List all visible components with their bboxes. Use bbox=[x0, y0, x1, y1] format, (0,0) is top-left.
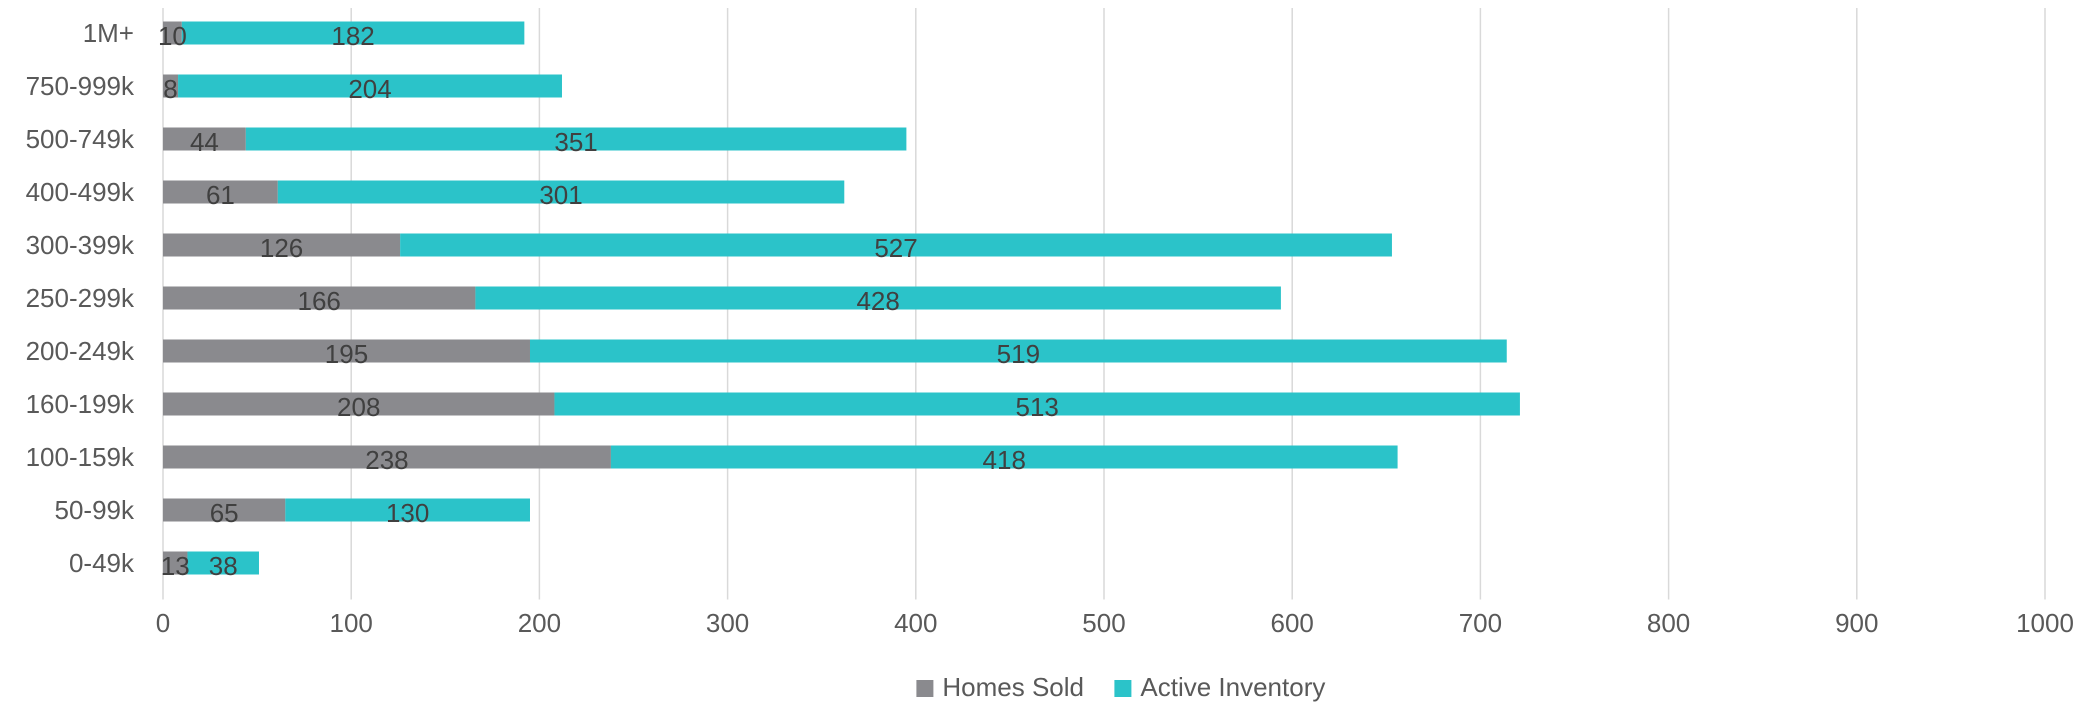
bar-segment-active-inventory bbox=[529, 339, 1507, 363]
data-label: 428 bbox=[856, 286, 899, 316]
x-tick-label: 0 bbox=[156, 608, 170, 638]
x-tick-label: 200 bbox=[518, 608, 561, 638]
data-label: 195 bbox=[325, 339, 368, 369]
data-label: 8 bbox=[163, 74, 177, 104]
bar-segment-active-inventory bbox=[610, 445, 1398, 469]
category-label: 50-99k bbox=[55, 495, 135, 525]
x-tick-label: 900 bbox=[1835, 608, 1878, 638]
bars bbox=[163, 21, 1520, 575]
data-label: 519 bbox=[997, 339, 1040, 369]
bar-segment-homes-sold bbox=[163, 339, 530, 363]
bar-segment-homes-sold bbox=[163, 445, 611, 469]
category-label: 1M+ bbox=[83, 18, 134, 48]
legend-label: Homes Sold bbox=[942, 672, 1084, 702]
x-tick-label: 400 bbox=[894, 608, 937, 638]
data-label: 238 bbox=[365, 445, 408, 475]
x-tick-label: 300 bbox=[706, 608, 749, 638]
bar-segment-homes-sold bbox=[163, 551, 188, 575]
bar-segment-homes-sold bbox=[163, 180, 278, 204]
bar-segment-active-inventory bbox=[400, 233, 1392, 257]
x-tick-label: 1000 bbox=[2016, 608, 2074, 638]
bar-segment-active-inventory bbox=[181, 21, 525, 45]
legend: Homes Sold Active Inventory bbox=[916, 672, 1325, 702]
bar-segment-homes-sold bbox=[163, 498, 286, 522]
category-label: 0-49k bbox=[69, 548, 135, 578]
x-tick-label: 700 bbox=[1459, 608, 1502, 638]
x-tick-label: 800 bbox=[1647, 608, 1690, 638]
x-tick-label: 100 bbox=[330, 608, 373, 638]
data-label: 13 bbox=[161, 551, 190, 581]
category-label: 100-159k bbox=[26, 442, 135, 472]
data-label: 61 bbox=[206, 180, 235, 210]
data-label: 204 bbox=[348, 74, 391, 104]
bar-segment-active-inventory bbox=[554, 392, 1520, 416]
category-label: 250-299k bbox=[26, 283, 135, 313]
legend-label: Active Inventory bbox=[1140, 672, 1325, 702]
bar-segment-homes-sold bbox=[163, 74, 179, 98]
legend-swatch bbox=[916, 680, 934, 697]
category-label: 400-499k bbox=[26, 177, 135, 207]
data-label: 10 bbox=[158, 21, 187, 51]
bar-segment-active-inventory bbox=[187, 551, 259, 575]
data-label: 418 bbox=[983, 445, 1026, 475]
bar-segment-active-inventory bbox=[475, 286, 1281, 310]
bar-segment-homes-sold bbox=[163, 392, 555, 416]
data-label: 351 bbox=[554, 127, 597, 157]
data-label: 182 bbox=[331, 21, 374, 51]
data-label: 208 bbox=[337, 392, 380, 422]
data-label: 527 bbox=[874, 233, 917, 263]
bar-segment-homes-sold bbox=[163, 286, 476, 310]
category-label: 160-199k bbox=[26, 389, 135, 419]
category-label: 300-399k bbox=[26, 230, 135, 260]
bar-segment-homes-sold bbox=[163, 21, 182, 45]
bar-segment-active-inventory bbox=[277, 180, 845, 204]
data-label: 38 bbox=[209, 551, 238, 581]
category-label: 200-249k bbox=[26, 336, 135, 366]
x-tick-label: 600 bbox=[1271, 608, 1314, 638]
category-label: 500-749k bbox=[26, 124, 135, 154]
data-label: 130 bbox=[386, 498, 429, 528]
x-tick-label: 500 bbox=[1082, 608, 1125, 638]
bar-segment-homes-sold bbox=[163, 127, 246, 151]
data-label: 65 bbox=[210, 498, 239, 528]
bar-segment-active-inventory bbox=[285, 498, 530, 522]
data-label: 513 bbox=[1015, 392, 1058, 422]
category-labels: 1M+ 750-999k 500-749k 400-499k 300-399k 250-2… bbox=[26, 18, 135, 578]
data-label: 44 bbox=[190, 127, 219, 157]
legend-swatch bbox=[1114, 680, 1132, 697]
x-axis-tick-labels: 0 100 200 300 400 500 600 700 800 900 1000 bbox=[156, 608, 2074, 638]
category-label: 750-999k bbox=[26, 71, 135, 101]
data-label: 301 bbox=[539, 180, 582, 210]
data-label: 126 bbox=[260, 233, 303, 263]
bar-segment-active-inventory bbox=[178, 74, 562, 98]
data-labels: 10 182 8 204 44 351 61 301 126 527 166 428 195 519 208… bbox=[158, 21, 1059, 581]
bar-segment-active-inventory bbox=[245, 127, 907, 151]
bar-segment-homes-sold bbox=[163, 233, 401, 257]
data-label: 166 bbox=[298, 286, 341, 316]
